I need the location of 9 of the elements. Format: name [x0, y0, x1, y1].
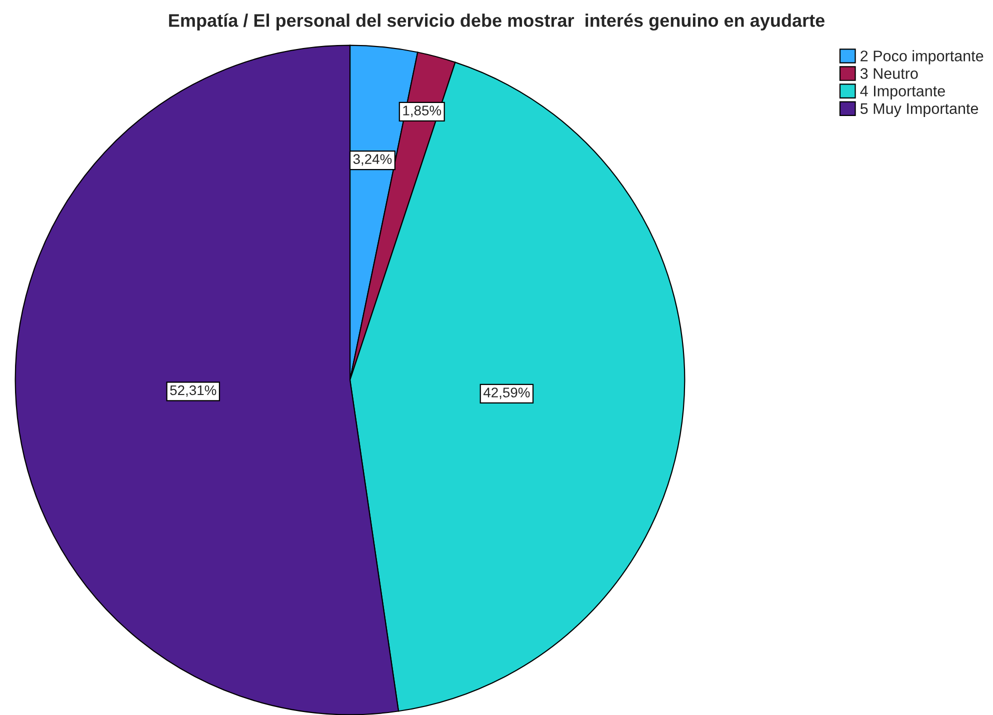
legend-label: 2 Poco importante: [860, 50, 984, 64]
data-label: 42,59%: [483, 388, 530, 400]
legend-label: 3 Neutro: [860, 68, 918, 79]
data-label: 52,31%: [170, 385, 216, 397]
data-label: 1,85%: [403, 106, 442, 118]
data-label: 3,24%: [353, 154, 392, 166]
legend-label: 5 Muy Importante: [860, 103, 978, 117]
legend-label: 4 Importante: [860, 86, 945, 100]
chart-title: Empatía / El personal del servicio debe mostrar interés genuino en ayudarte: [169, 13, 825, 31]
